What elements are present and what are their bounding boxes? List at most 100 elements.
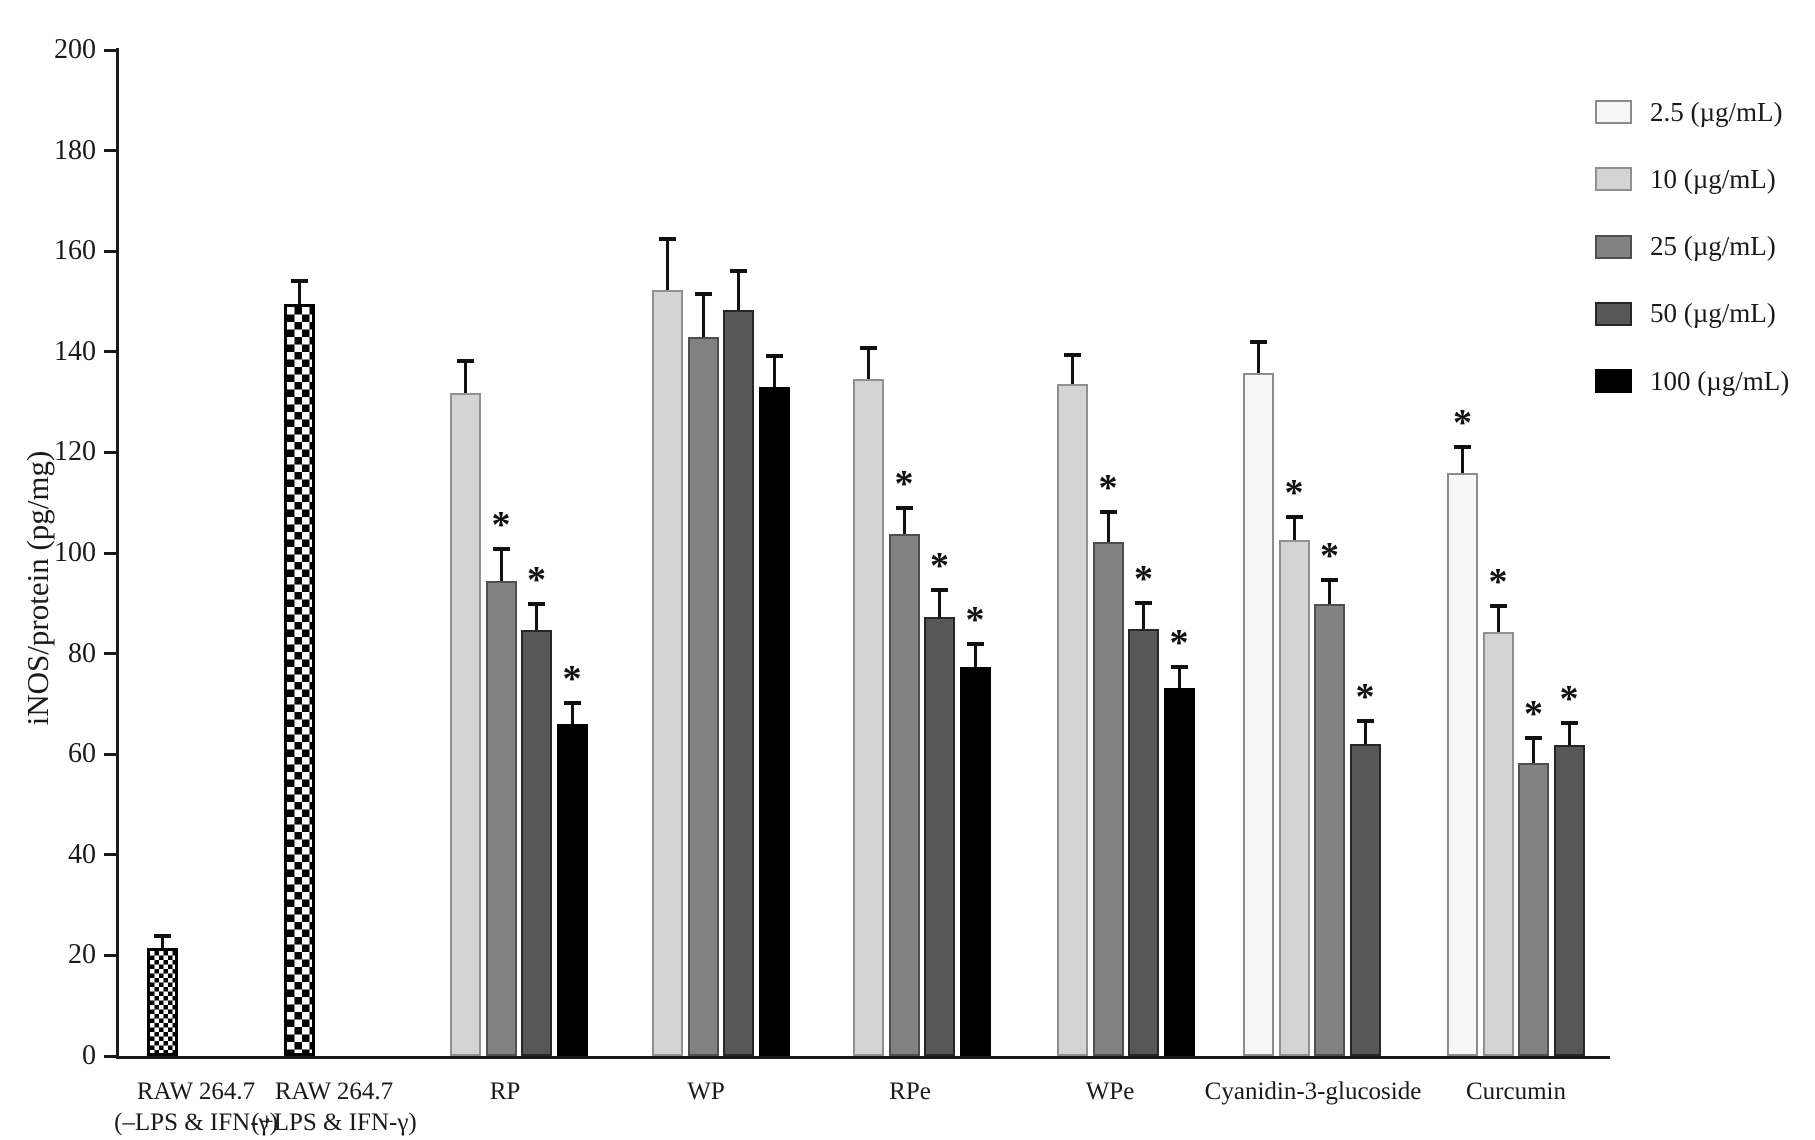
significance-asterisk: * [1169,622,1189,665]
error-bar-cap [860,345,877,350]
bar-control [284,304,315,1056]
x-group-label: RAW 264.7 (–LPS & IFN-γ) [114,1076,278,1138]
legend-label: 50 (µg/mL) [1650,298,1776,329]
legend-item: 2.5 (µg/mL) [1595,96,1783,128]
error-bar-cap [1064,353,1081,358]
y-tick-label: 140 [54,335,96,367]
error-bar-cap [895,505,913,510]
error-bar-cap [1454,444,1471,449]
error-bar-cap [1250,339,1267,344]
error-bar-cap [659,237,676,242]
y-tick [104,853,116,857]
significance-asterisk: * [1524,693,1543,736]
legend-swatch [1595,369,1632,394]
y-tick [104,953,116,957]
significance-asterisk: * [965,598,985,641]
error-bar-cap [291,279,308,284]
y-tick-label: 160 [54,235,96,267]
error-bar-cap [1135,600,1152,605]
bar-10 [1482,632,1514,1056]
x-group-label-line: (+LPS & IFN-γ) [251,1109,417,1136]
significance-asterisk: * [1488,560,1508,603]
error-bar-stem [1177,666,1181,689]
y-tick [104,752,116,756]
significance-asterisk: * [491,503,511,546]
x-group-label: Cyanidin-3-glucoside [1205,1076,1422,1107]
x-group-label: RPe [889,1076,931,1107]
error-bar-cap [1489,603,1507,608]
bar-10 [652,289,683,1056]
y-tick-label: 20 [68,939,96,971]
y-tick [104,450,116,454]
error-bar-stem [1496,604,1500,633]
bar-25 [888,533,920,1056]
error-bar-cap [1285,514,1303,519]
legend-label: 2.5 (µg/mL) [1650,96,1783,127]
bar-50 [1553,745,1585,1056]
error-bar-cap [694,292,712,297]
bar-25 [485,581,517,1056]
significance-asterisk: * [894,462,914,505]
significance-asterisk: * [930,544,949,587]
error-bar-stem [570,701,574,724]
error-bar-cap [1099,509,1117,514]
significance-asterisk: * [1134,557,1153,600]
legend-item: 10 (µg/mL) [1595,163,1776,195]
error-bar-stem [902,506,906,534]
y-tick [104,1054,116,1058]
bar-100 [556,723,588,1056]
error-bar-stem [1071,354,1074,385]
legend-item: 100 (µg/mL) [1595,365,1789,397]
x-axis [116,1056,1610,1059]
x-group-label-line: WPe [1085,1078,1135,1105]
y-tick [104,149,116,153]
x-group-label: RAW 264.7 (+LPS & IFN-γ) [251,1076,416,1138]
error-bar-stem [1142,601,1145,630]
error-bar-cap [931,587,948,592]
bar-2.5 [1447,472,1478,1056]
y-tick [104,350,116,354]
x-group-label: RP [490,1076,521,1107]
error-bar-stem [1461,445,1464,473]
x-group-label-line: Cyanidin-3-glucoside [1204,1078,1422,1105]
bar-25 [687,336,719,1056]
error-bar-stem [161,934,164,948]
y-tick-label: 120 [54,436,96,468]
error-bar-cap [154,933,171,938]
error-bar-stem [1292,515,1296,541]
x-group-label: WPe [1086,1076,1135,1107]
significance-asterisk: * [1320,535,1339,578]
legend-label: 100 (µg/mL) [1650,365,1790,396]
x-group-label-line: RAW 264.7 [274,1078,394,1105]
error-bar-stem [464,359,467,393]
bar-100 [758,387,790,1056]
error-bar-cap [765,353,783,358]
legend-swatch [1595,234,1632,259]
x-group-label-line: Curcumin [1466,1078,1566,1105]
y-axis-title: iNOS/protein (pg/mg) [20,450,55,726]
significance-asterisk: * [562,657,582,700]
error-bar-stem [666,238,669,290]
bar-25 [1518,762,1549,1056]
error-bar-cap [1356,719,1374,724]
legend-label: 25 (µg/mL) [1650,231,1776,262]
y-tick [104,652,116,656]
error-bar-stem [938,588,941,618]
y-tick-label: 80 [68,637,96,669]
significance-asterisk: * [1559,677,1579,720]
legend-item: 50 (µg/mL) [1595,298,1776,330]
error-bar-stem [298,280,301,304]
legend-swatch [1595,100,1632,124]
error-bar-cap [528,601,545,606]
x-group-label-line: WP [687,1078,725,1105]
bar-100 [959,666,991,1056]
significance-asterisk: * [1284,471,1304,514]
bar-50 [1349,744,1381,1056]
error-bar-stem [1328,579,1331,604]
significance-asterisk: * [1453,401,1472,444]
y-tick-label: 180 [54,134,96,166]
legend-label: 10 (µg/mL) [1650,163,1776,194]
bar-50 [521,630,552,1056]
legend-swatch [1595,167,1632,192]
